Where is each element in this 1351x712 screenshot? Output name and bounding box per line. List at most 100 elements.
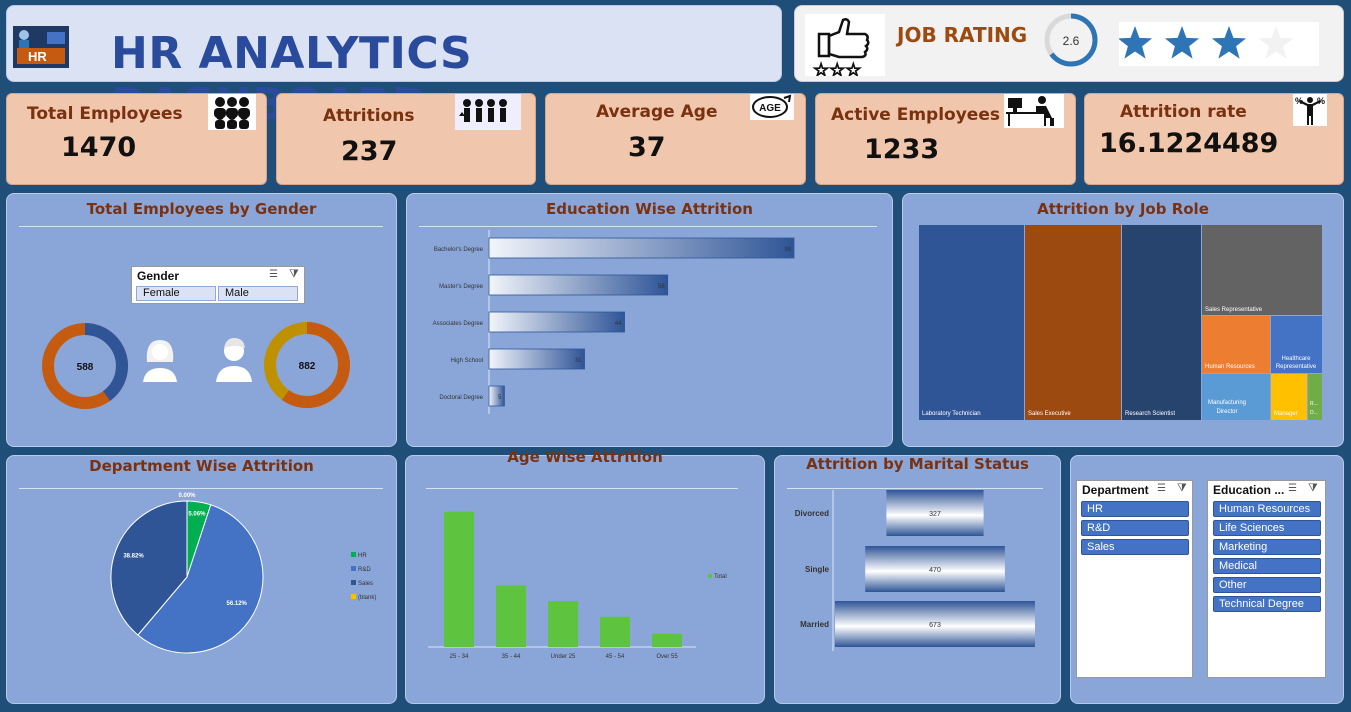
legend-swatch	[351, 566, 356, 571]
star-filled-icon	[1164, 26, 1200, 59]
slicer-title: Department	[1082, 483, 1149, 497]
gender-slicer: Gender ☰ ⧩ Female Male	[131, 266, 305, 304]
marital-bar-value: 470	[929, 567, 941, 574]
female-icon	[139, 336, 181, 384]
edu-bar-value: 31	[575, 358, 582, 364]
slicer-item[interactable]: Life Sciences	[1213, 520, 1321, 536]
kpi-value: 16.1224489	[1099, 128, 1279, 159]
pie-data-label: 5.06%	[188, 512, 206, 518]
treemap-tile	[1271, 316, 1322, 373]
job-rating-label: JOB RATING	[897, 23, 1028, 47]
treemap-label: Director	[1216, 409, 1237, 415]
legend-swatch	[351, 580, 356, 585]
age-category-label: Over 55	[656, 654, 678, 660]
treemap-tile	[1202, 374, 1270, 420]
marital-bar-chart: 327 Divorced 470 Single 673 Married	[795, 490, 1035, 651]
female-donut: 588	[42, 323, 128, 409]
divider	[419, 226, 877, 227]
svg-text:☆☆☆: ☆☆☆	[813, 60, 861, 76]
legend-swatch	[351, 552, 356, 557]
gender-option-female[interactable]: Female	[136, 286, 216, 301]
age-bar	[496, 585, 526, 647]
slicer-title: Gender	[137, 269, 180, 283]
job-role-treemap: Laboratory Technician Sales Executive Re…	[919, 225, 1322, 420]
slicer-item[interactable]: Medical	[1213, 558, 1321, 574]
marital-category-label: Single	[805, 565, 830, 574]
edu-bar-value: 44	[615, 321, 622, 327]
kpi-value: 37	[628, 132, 666, 163]
divider	[426, 488, 738, 489]
hr-logo-icon	[13, 26, 69, 68]
legend-label: (blank)	[358, 595, 376, 601]
slicer-item[interactable]: Sales	[1081, 539, 1189, 555]
slicer-item[interactable]: Technical Degree	[1213, 596, 1321, 612]
age-bar-chart: 25 - 34 35 - 44 Under 25 45 - 54 Over 55 Tota…	[428, 511, 727, 660]
kpi-value: 1470	[61, 132, 137, 163]
slicer-title: Education ...	[1213, 483, 1285, 497]
people-leaving-icon	[455, 94, 521, 130]
pie-slice	[137, 504, 264, 654]
treemap-tile	[1025, 225, 1121, 420]
thumbs-up-icon: ☆☆☆	[805, 14, 885, 81]
star-rating	[1117, 22, 1319, 66]
job-rating-panel: ☆☆☆ JOB RATING 2.6	[794, 5, 1344, 82]
rating-gauge: 2.6	[1044, 13, 1098, 67]
age-icon: AGE	[750, 94, 794, 120]
marital-category-label: Married	[800, 620, 829, 629]
percentage-person-icon: %%	[1293, 94, 1327, 126]
age-bar	[652, 633, 682, 647]
clear-filter-icon[interactable]: ⧩	[289, 268, 299, 280]
edu-category-label: Master's Degree	[439, 284, 483, 290]
kpi-attrition-rate: Attrition rate 16.1224489 %%	[1084, 93, 1344, 185]
male-donut-segment	[264, 322, 350, 408]
marital-category-label: Divorced	[795, 509, 829, 518]
kpi-value: 237	[341, 136, 398, 167]
panel-title: Education Wise Attrition	[546, 200, 753, 218]
star-filled-icon	[1211, 26, 1247, 59]
male-icon	[213, 336, 255, 384]
age-category-label: 45 - 54	[606, 654, 625, 660]
worker-at-desk-icon	[1004, 94, 1064, 128]
education-bar-chart: 99 Bachelor's Degree 58 Master's Degree 44 As…	[433, 230, 795, 414]
treemap-tile	[1202, 316, 1270, 373]
treemap-tile	[1202, 225, 1322, 315]
education-slicer: Education ... ☰ ⧩ Human Resources Life S…	[1207, 480, 1326, 678]
age-bar	[548, 601, 578, 647]
edu-category-label: Doctoral Degree	[439, 395, 483, 401]
clear-filter-icon[interactable]: ⧩	[1177, 482, 1187, 494]
department-pie-chart: 5.06% 56.12% 38.82% 0.00% HR R&D Sales (blank)	[110, 493, 376, 654]
panel-title: Attrition by Marital Status	[806, 455, 1029, 473]
treemap-label: R...	[1310, 401, 1318, 407]
job-role-panel: Attrition by Job Role Laboratory Technic…	[902, 193, 1344, 447]
legend-label: HR	[358, 553, 367, 559]
age-category-label: Under 25	[551, 654, 576, 660]
panel-title: Total Employees by Gender	[86, 200, 317, 218]
legend-swatch	[351, 594, 356, 599]
slicer-item[interactable]: Human Resources	[1213, 501, 1321, 517]
multi-select-icon[interactable]: ☰	[1288, 483, 1297, 494]
department-slicer: Department ☰ ⧩ HR R&D Sales	[1076, 480, 1193, 678]
marital-attrition-panel: Attrition by Marital Status 327 Divorced 4…	[774, 455, 1061, 704]
kpi-active-employees: Active Employees 1233	[815, 93, 1076, 185]
multi-select-icon[interactable]: ☰	[269, 269, 278, 280]
edu-category-label: High School	[451, 358, 483, 364]
gender-option-male[interactable]: Male	[218, 286, 298, 301]
edu-bar	[488, 348, 585, 370]
slicer-item[interactable]: R&D	[1081, 520, 1189, 536]
female-count: 588	[77, 362, 94, 373]
edu-bar	[488, 385, 505, 407]
multi-select-icon[interactable]: ☰	[1157, 483, 1166, 494]
treemap-tile	[1271, 374, 1307, 420]
slicer-item[interactable]: Marketing	[1213, 539, 1321, 555]
clear-filter-icon[interactable]: ⧩	[1308, 482, 1318, 494]
kpi-label: Attrition rate	[1120, 102, 1247, 122]
legend-label: R&D	[358, 567, 371, 573]
treemap-label: D...	[1310, 410, 1318, 416]
pie-data-label: 0.00%	[178, 493, 196, 499]
slicer-item[interactable]: Other	[1213, 577, 1321, 593]
gender-panel: Total Employees by Gender Gender ☰ ⧩ Fem…	[6, 193, 397, 447]
svg-text:%: %	[1317, 96, 1325, 106]
slicer-item[interactable]: HR	[1081, 501, 1189, 517]
male-donut: 882	[264, 322, 350, 408]
panel-title: Department Wise Attrition	[89, 457, 314, 475]
